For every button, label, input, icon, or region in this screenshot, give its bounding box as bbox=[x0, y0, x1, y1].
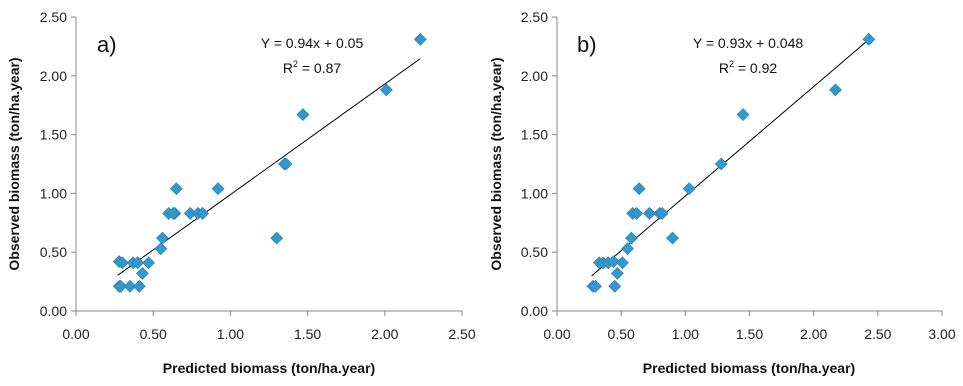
x-tick-label: 0.50 bbox=[608, 326, 635, 342]
y-axis-title: Observed biomass (ton/ha.year) bbox=[6, 57, 22, 270]
data-point bbox=[829, 83, 842, 97]
x-tick-label: 1.00 bbox=[672, 326, 699, 342]
x-tick-label: 1.50 bbox=[294, 326, 321, 342]
chart-panel-b: 0.00 0.50 1.00 1.50 2.00 2.50 0.00 0.50 1.00 1.50… bbox=[488, 9, 956, 376]
data-point bbox=[131, 256, 145, 270]
y-tick-label: 2.00 bbox=[40, 68, 67, 84]
y-tick-label: 1.50 bbox=[521, 127, 548, 143]
data-point bbox=[270, 231, 284, 245]
data-point bbox=[666, 231, 679, 245]
r-squared-label: R2 = 0.92 bbox=[719, 59, 778, 76]
data-point bbox=[211, 182, 225, 196]
data-point bbox=[642, 206, 656, 220]
x-axis-title: Predicted biomass (ton/ha.year) bbox=[163, 360, 375, 376]
y-tick-label: 0.00 bbox=[521, 303, 548, 319]
data-point bbox=[608, 279, 622, 293]
chart-panel-a: 0.00 0.50 1.00 1.50 2.00 2.50 0.00 0.50 1.00 1.50… bbox=[6, 9, 476, 376]
data-point bbox=[589, 279, 602, 293]
data-point bbox=[413, 32, 427, 46]
y-tick-label: 0.50 bbox=[40, 244, 67, 260]
data-point bbox=[610, 266, 624, 280]
data-point bbox=[166, 206, 180, 220]
data-point bbox=[132, 279, 146, 293]
data-point bbox=[115, 256, 129, 270]
x-tick-label: 2.50 bbox=[448, 326, 475, 342]
y-tick-label: 2.00 bbox=[521, 68, 548, 84]
y-tick-label: 1.00 bbox=[40, 185, 67, 201]
data-point bbox=[655, 206, 669, 220]
data-point bbox=[169, 182, 183, 196]
data-point bbox=[607, 255, 620, 269]
data-point bbox=[682, 182, 696, 196]
x-tick-label: 1.50 bbox=[736, 326, 763, 342]
data-point bbox=[632, 182, 646, 196]
y-axis-title: Observed biomass (ton/ha.year) bbox=[488, 57, 504, 270]
data-point bbox=[621, 242, 635, 256]
data-point bbox=[156, 231, 169, 245]
data-point bbox=[123, 279, 137, 293]
data-point bbox=[714, 157, 728, 171]
data-point bbox=[736, 108, 750, 122]
y-tick-label: 1.00 bbox=[521, 185, 548, 201]
y-tick-label: 2.50 bbox=[40, 9, 67, 25]
y-tick-label: 0.50 bbox=[521, 244, 548, 260]
x-tick-label: 1.00 bbox=[217, 326, 244, 342]
data-point bbox=[862, 32, 876, 46]
data-point bbox=[379, 83, 393, 97]
y-tick-label: 1.50 bbox=[40, 127, 67, 143]
x-tick-label: 2.00 bbox=[371, 326, 398, 342]
data-point bbox=[279, 157, 293, 171]
data-point bbox=[296, 108, 310, 122]
data-point bbox=[630, 206, 643, 220]
data-point bbox=[154, 242, 168, 256]
data-point bbox=[142, 256, 155, 270]
panel-label: a) bbox=[97, 32, 117, 57]
r-squared-label: R2 = 0.87 bbox=[283, 59, 342, 76]
x-tick-label: 2.50 bbox=[864, 326, 891, 342]
x-tick-label: 3.00 bbox=[928, 326, 955, 342]
x-tick-label: 2.00 bbox=[800, 326, 827, 342]
data-point bbox=[625, 231, 638, 245]
x-tick-label: 0.50 bbox=[140, 326, 167, 342]
data-point bbox=[135, 266, 149, 280]
x-tick-label: 0.00 bbox=[543, 326, 570, 342]
panel-label: b) bbox=[577, 32, 597, 57]
data-point bbox=[616, 256, 629, 270]
y-tick-label: 0.00 bbox=[40, 303, 67, 319]
y-tick-label: 2.50 bbox=[521, 9, 548, 25]
x-tick-label: 0.00 bbox=[62, 326, 89, 342]
trendline bbox=[117, 58, 421, 276]
trendline bbox=[591, 37, 872, 277]
regression-equation: Y = 0.94x + 0.05 bbox=[261, 35, 364, 51]
data-point bbox=[114, 279, 128, 293]
x-axis-title: Predicted biomass (ton/ha.year) bbox=[643, 360, 855, 376]
data-point bbox=[196, 206, 210, 220]
regression-equation: Y = 0.93x + 0.048 bbox=[693, 35, 803, 51]
